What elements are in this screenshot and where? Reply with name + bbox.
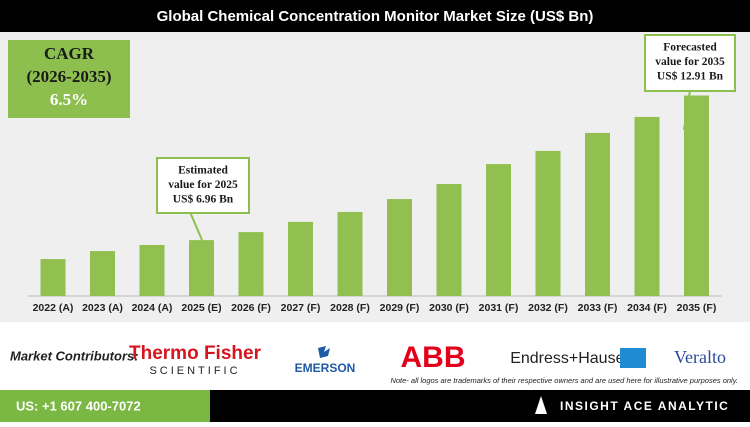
title-bar bbox=[0, 0, 750, 32]
callout-box bbox=[644, 34, 736, 92]
x-tick-label: 2024 (A) bbox=[132, 302, 173, 314]
logo: ABB bbox=[401, 341, 466, 374]
cagr-box bbox=[8, 40, 130, 118]
cagr-title: CAGR bbox=[44, 44, 95, 63]
annotation: value for 2035 bbox=[655, 56, 725, 68]
bar bbox=[40, 259, 66, 296]
annotation: Estimated bbox=[178, 165, 228, 177]
logo-icon bbox=[318, 346, 330, 358]
chart-title: Global Chemical Concentration Monitor Ma… bbox=[157, 8, 594, 25]
phone: US: +1 607 400-7072 bbox=[16, 398, 141, 413]
brand: INSIGHT ACE ANALYTIC bbox=[560, 399, 729, 413]
note: Note- all logos are trademarks of their … bbox=[390, 376, 738, 385]
bar bbox=[90, 251, 115, 296]
logo: Veralto bbox=[674, 347, 726, 367]
cagr-value: 6.5% bbox=[50, 90, 88, 109]
x-tick-label: 2030 (F) bbox=[429, 302, 469, 314]
x-tick-label: 2029 (F) bbox=[380, 302, 420, 314]
annotation: US$ 12.91 Bn bbox=[657, 70, 724, 83]
bar bbox=[337, 211, 363, 296]
x-tick-label: 2023 (A) bbox=[82, 302, 123, 314]
x-tick-label: 2035 (F) bbox=[677, 302, 717, 314]
cagr-period: (2026-2035) bbox=[27, 67, 112, 86]
x-tick-label: 2027 (F) bbox=[281, 302, 321, 314]
bar bbox=[585, 132, 610, 296]
callout-line bbox=[189, 211, 203, 241]
logo: Endress+Hauser bbox=[510, 350, 630, 367]
bar bbox=[139, 244, 165, 296]
x-tick-label: 2025 (E) bbox=[181, 302, 221, 314]
x-tick-label: 2028 (F) bbox=[330, 302, 370, 314]
logo: SCIENTIFIC bbox=[149, 365, 240, 377]
logo-icon bbox=[620, 348, 646, 368]
x-tick-label: 2033 (F) bbox=[578, 302, 618, 314]
bar bbox=[288, 221, 313, 296]
annotation: Forecasted bbox=[663, 42, 717, 54]
bar bbox=[387, 199, 412, 296]
contributors-label: Market Contributors: bbox=[10, 348, 139, 363]
x-tick-label: 2022 (A) bbox=[33, 302, 74, 314]
bar bbox=[684, 95, 709, 296]
bar bbox=[436, 183, 462, 296]
bar bbox=[486, 164, 511, 296]
footer-phone-bar bbox=[0, 390, 210, 422]
logo: Thermo Fisher bbox=[129, 343, 262, 364]
x-tick-label: 2032 (F) bbox=[528, 302, 568, 314]
annotation: value for 2025 bbox=[168, 179, 238, 191]
x-tick-label: 2031 (F) bbox=[479, 302, 519, 314]
bar bbox=[535, 150, 561, 296]
bar bbox=[634, 116, 660, 296]
logo: EMERSON bbox=[295, 361, 356, 375]
footer-brand-bar bbox=[210, 390, 750, 422]
callout-box bbox=[156, 157, 250, 214]
bar bbox=[189, 240, 214, 296]
bar bbox=[238, 232, 264, 296]
x-tick-label: 2026 (F) bbox=[231, 302, 271, 314]
brand-icon bbox=[535, 396, 547, 414]
x-tick-label: 2034 (F) bbox=[627, 302, 667, 314]
annotation: US$ 6.96 Bn bbox=[173, 193, 234, 206]
